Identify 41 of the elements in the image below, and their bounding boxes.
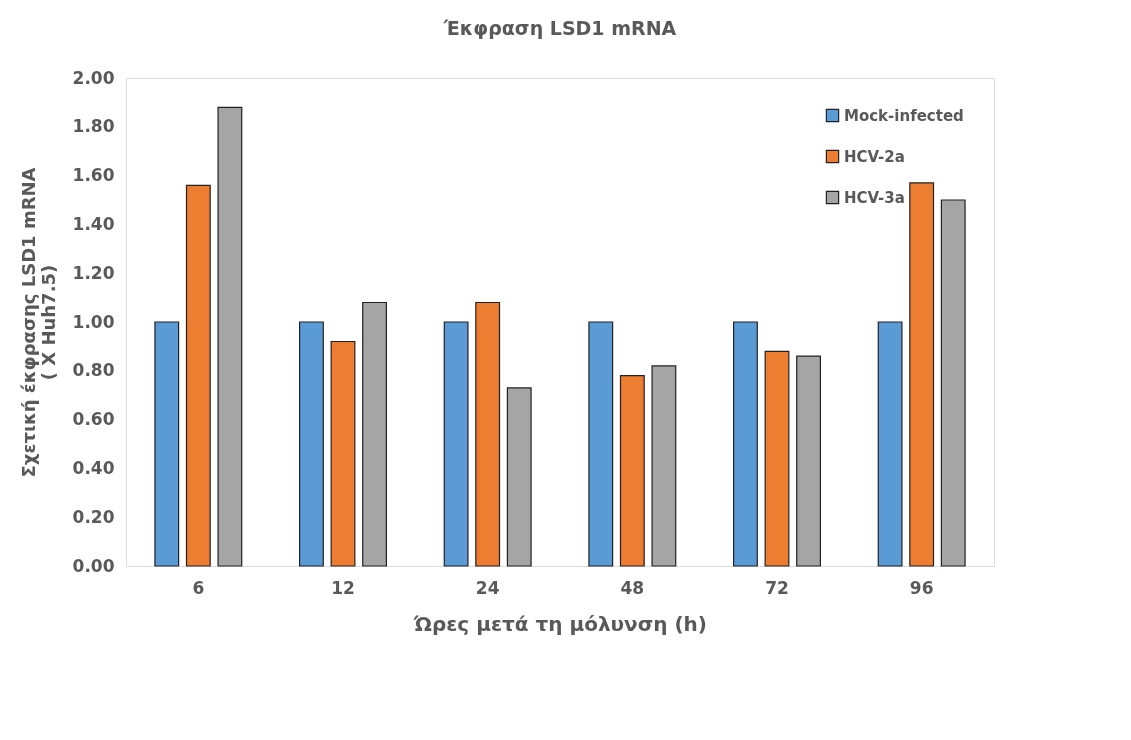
legend-label: HCV-2a: [844, 147, 905, 166]
x-tick-label: 96: [909, 577, 934, 598]
y-tick-label: 2.00: [72, 67, 115, 88]
x-tick-label: 72: [765, 577, 789, 598]
x-tick-label: 6: [192, 577, 205, 598]
x-tick-label: 48: [620, 577, 645, 598]
y-tick-label: 0.40: [72, 457, 115, 478]
bar: [362, 301, 387, 567]
bar: [651, 365, 677, 567]
legend-label: HCV-3a: [844, 188, 905, 207]
bar: [909, 182, 935, 567]
bar: [185, 184, 211, 567]
bar: [475, 301, 501, 567]
bar: [940, 199, 966, 567]
bar: [764, 350, 790, 567]
y-tick-label: 1.20: [72, 262, 115, 283]
y-tick-label: 0.80: [72, 360, 115, 381]
bar: [154, 321, 180, 567]
bar: [506, 387, 532, 567]
bar: [443, 321, 469, 567]
bar: [619, 375, 645, 567]
x-tick-label: 12: [331, 577, 355, 598]
legend-label: Mock-infected: [844, 106, 964, 125]
y-tick-label: 1.60: [72, 165, 115, 186]
bar: [588, 321, 614, 567]
bar: [877, 321, 903, 567]
x-axis-title: Ώρες μετά τη μόλυνση (h): [413, 611, 707, 636]
bar: [299, 321, 324, 567]
chart-title: Έκφραση LSD1 mRNA: [442, 17, 677, 39]
y-tick-label: 0.60: [72, 409, 115, 430]
y-axis-title: Σχετική έκφρασης LSD1 mRNA ( X Huh7.5): [17, 167, 59, 478]
y-tick-label: 0.20: [72, 506, 115, 527]
y-tick-label: 1.40: [72, 213, 115, 234]
y-tick-label: 1.00: [72, 311, 115, 332]
bar: [330, 340, 356, 567]
bar: [796, 355, 821, 567]
y-tick-label: 1.80: [72, 116, 115, 137]
bar: [733, 321, 758, 567]
y-tick-label: 0.00: [72, 555, 115, 576]
bar: [217, 106, 243, 567]
x-tick-label: 24: [475, 577, 500, 598]
